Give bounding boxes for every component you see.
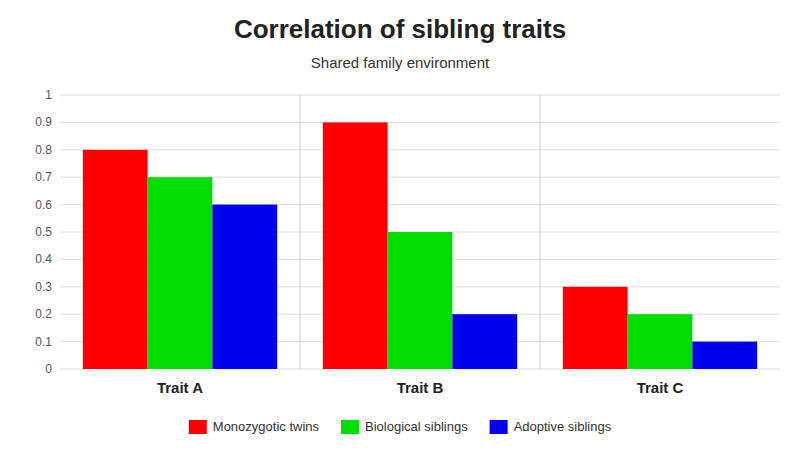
group-divider — [540, 95, 541, 369]
y-tick-label: 0.4 — [35, 252, 52, 266]
bar — [212, 205, 277, 369]
bar — [692, 342, 757, 369]
grid-line — [60, 95, 780, 96]
legend-swatch — [341, 420, 359, 434]
bar — [452, 314, 517, 369]
y-tick-label: 0.5 — [35, 225, 52, 239]
x-tick-label: Trait A — [157, 379, 203, 396]
bar — [148, 177, 213, 369]
chart: Correlation of sibling traits Shared fami… — [0, 0, 800, 459]
legend-label: Biological siblings — [365, 419, 468, 434]
bar — [628, 314, 693, 369]
bar — [563, 287, 628, 369]
grid-line — [60, 149, 780, 150]
y-tick-label: 0.2 — [35, 307, 52, 321]
y-tick-label: 0.7 — [35, 170, 52, 184]
bar — [323, 122, 388, 369]
x-tick-label: Trait B — [397, 379, 444, 396]
y-tick-label: 0.6 — [35, 198, 52, 212]
grid — [60, 95, 780, 369]
bar — [388, 232, 453, 369]
title: Correlation of sibling traits — [234, 14, 566, 44]
legend-label: Adoptive siblings — [514, 419, 612, 434]
legend-label: Monozygotic twins — [213, 419, 320, 434]
group-divider — [300, 95, 301, 369]
subtitle: Shared family environment — [311, 54, 490, 71]
grid-line — [60, 122, 780, 123]
legend-item: Monozygotic twins — [189, 419, 320, 434]
y-tick-label: 0 — [45, 362, 52, 376]
legend-swatch — [189, 420, 207, 434]
y-tick-label: 0.8 — [35, 143, 52, 157]
legend-item: Biological siblings — [341, 419, 468, 434]
y-tick-label: 0.9 — [35, 115, 52, 129]
y-tick-label: 1 — [45, 88, 52, 102]
x-tick-label: Trait C — [637, 379, 684, 396]
legend-item: Adoptive siblings — [490, 419, 612, 434]
legend: Monozygotic twins Biological siblings Adop… — [189, 419, 612, 434]
bars — [83, 122, 757, 369]
bar — [83, 150, 148, 369]
y-tick-label: 0.1 — [35, 335, 52, 349]
legend-swatch — [490, 420, 508, 434]
y-tick-label: 0.3 — [35, 280, 52, 294]
